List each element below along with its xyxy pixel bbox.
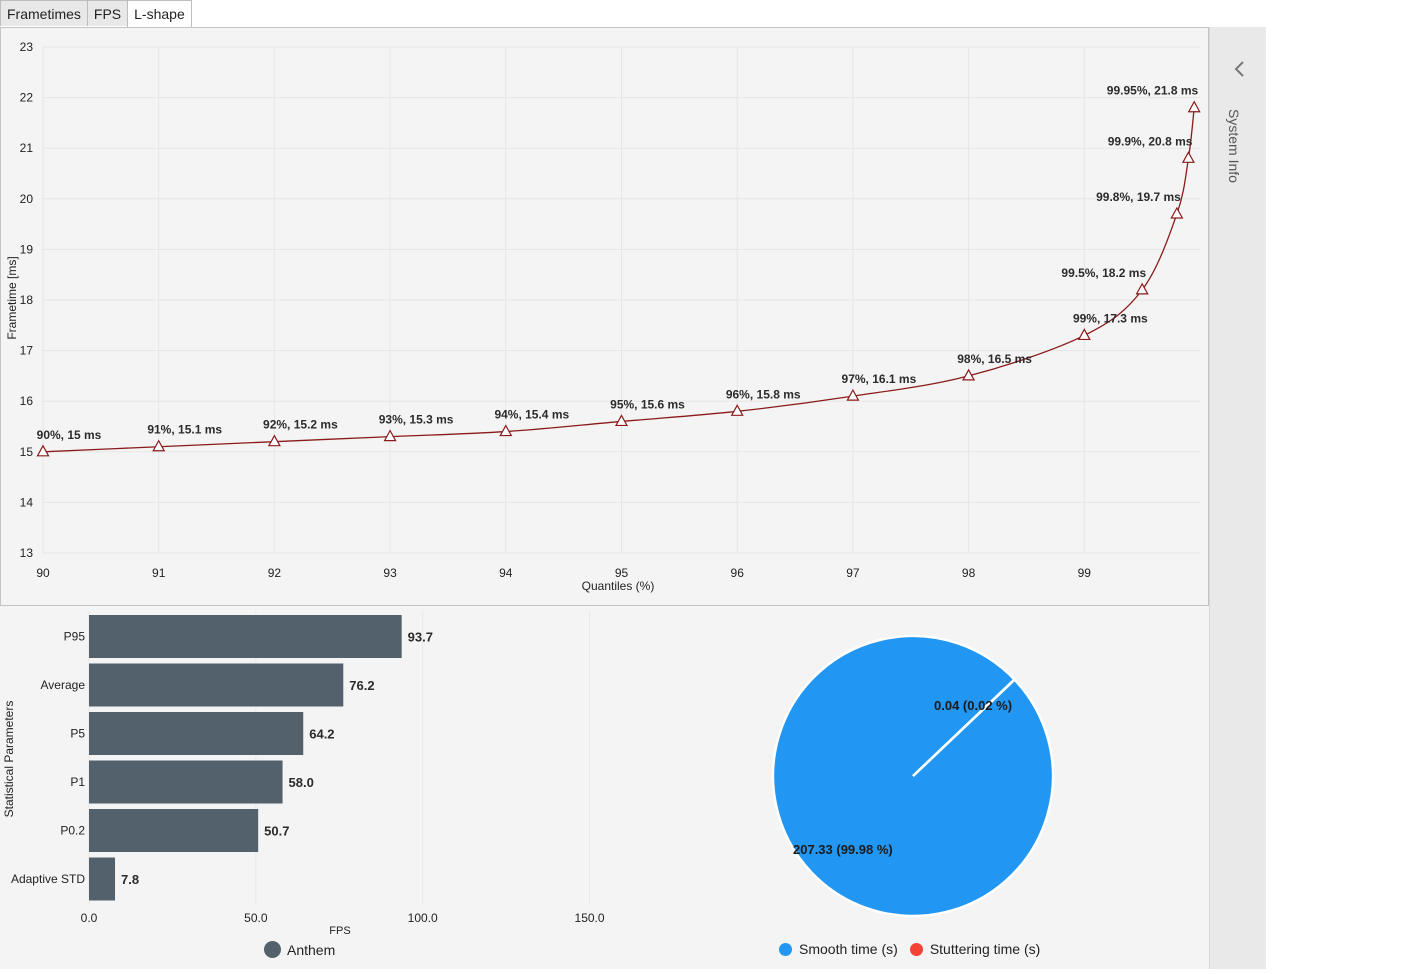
data-point-label: 99.9%, 20.8 ms [1108,134,1193,148]
l-shape-chart-panel: 90 91 92 93 94 95 96 97 98 99 13 14 15 16 17 18 19 20 21 22… [0,27,1209,606]
x-tick-label: 150.0 [575,911,605,925]
tab-bar: Frametimes FPS L-shape [0,0,192,28]
x-tick-label: 97 [846,566,860,580]
y-axis-title: Statistical Parameters [2,701,16,818]
x-tick-label: 50.0 [244,911,268,925]
stutter-pie-chart: 0.04 (0.02 %) 207.33 (99.98 %) [771,634,1054,917]
statistics-panel: 0.0 50.0 100.0 150.0 FPS Statistical Paramete… [0,606,1209,969]
data-point-marker [499,424,513,437]
data-point-marker [36,444,50,457]
l-shape-chart: 90 91 92 93 94 95 96 97 98 99 13 14 15 16 17 18 19 20 21 22… [5,40,1201,593]
bar-value-label: 50.7 [264,824,289,839]
data-point-label: 99.95%, 21.8 ms [1107,84,1199,98]
y-tick-label: 20 [20,192,34,206]
data-point-label: 98%, 16.5 ms [957,352,1032,366]
x-tick-label: 95 [615,566,629,580]
y-tick-label: 18 [20,293,34,307]
data-point-marker [730,404,744,416]
bar-value-label: 7.8 [121,872,139,887]
y-tick-label: 22 [20,91,34,105]
x-tick-label: 0.0 [81,911,98,925]
x-tick-label: 91 [152,566,166,580]
y-tick-label: 21 [20,141,34,155]
data-point-label: 99.5%, 18.2 ms [1061,266,1146,280]
y-tick-label: 13 [20,546,34,560]
pie-slice [912,677,1017,777]
chevron-left-icon[interactable] [1230,59,1250,79]
y-tick-label: 14 [20,495,34,509]
data-point-label: 99.8%, 19.7 ms [1096,190,1181,204]
bar [89,663,344,707]
y-tick-label: 15 [20,445,34,459]
x-tick-label: 99 [1078,566,1092,580]
smooth-legend-dot [779,942,792,956]
y-tick-label: 19 [20,242,34,256]
tab-fps[interactable]: FPS [86,0,129,26]
anthem-legend-label: Anthem [287,941,336,958]
data-point-marker [1170,206,1184,219]
bar [89,809,259,852]
x-tick-label: 94 [499,566,513,580]
data-point-label: 96%, 15.8 ms [726,387,801,401]
stutter-legend-dot [909,942,923,956]
data-point-marker [962,368,976,381]
y-tick-label: 16 [20,394,34,408]
data-point-label: 97%, 16.1 ms [842,372,917,386]
data-point-marker [614,414,629,427]
system-info-label[interactable]: System Info [1226,109,1242,183]
y-axis-title: Frametime [ms] [5,256,19,339]
statistical-parameters-chart: 0.0 50.0 100.0 150.0 FPS Statistical Paramete… [2,611,605,937]
data-point-label: 91%, 15.1 ms [147,423,222,437]
x-axis-title: Quantiles (%) [582,579,655,593]
bar-category-label: P95 [64,630,86,644]
x-axis-title: FPS [329,925,350,937]
bar-category-label: Average [41,678,86,692]
smooth-legend-label: Smooth time (s) [799,941,898,957]
bar-value-label: 58.0 [289,775,314,790]
tab-l-shape[interactable]: L-shape [127,0,192,28]
x-tick-label: 93 [383,566,397,580]
x-tick-label: 96 [731,566,745,580]
y-tick-label: 23 [20,40,34,54]
data-point-marker [383,429,397,442]
data-point-label: 99%, 17.3 ms [1073,311,1148,325]
bar-category-label: P5 [70,727,85,741]
anthem-legend-dot [264,941,281,958]
system-info-panel[interactable]: System Info [1209,27,1266,969]
data-point-label: 93%, 15.3 ms [379,413,454,427]
data-point-marker [1187,100,1201,113]
x-tick-label: 100.0 [408,911,438,925]
bar [89,615,402,658]
x-tick-label: 98 [962,566,976,580]
bar-legend: Anthem [264,941,335,958]
bar-category-label: P1 [70,775,85,789]
bar-value-label: 93.7 [408,630,433,645]
data-point-marker [267,434,281,447]
bar-value-label: 76.2 [349,678,374,693]
x-tick-label: 90 [36,566,50,580]
data-point-label: 94%, 15.4 ms [494,408,569,422]
bar [89,712,304,755]
bar-value-label: 64.2 [309,727,334,742]
data-point-label: 90%, 15 ms [37,428,102,442]
bar-category-label: P0.2 [60,824,85,838]
data-point-marker [846,388,860,401]
bar [89,857,116,901]
pie-legend: Smooth time (s) Stuttering time (s) [779,941,1040,957]
data-point-marker [1135,282,1149,295]
pie-slice-label: 0.04 (0.02 %) [934,698,1012,713]
x-tick-label: 92 [268,566,282,580]
tab-frametimes[interactable]: Frametimes [0,0,88,26]
data-point-label: 92%, 15.2 ms [263,418,338,432]
bar [89,760,283,804]
pie-slice-label: 207.33 (99.98 %) [793,842,893,857]
data-point-marker [1077,328,1091,341]
data-point-label: 95%, 15.6 ms [610,397,685,411]
y-tick-label: 17 [20,344,34,358]
stutter-legend-label: Stuttering time (s) [929,941,1041,957]
data-point-marker [1181,151,1195,163]
data-point-marker [152,439,166,452]
bar-category-label: Adaptive STD [11,872,85,886]
